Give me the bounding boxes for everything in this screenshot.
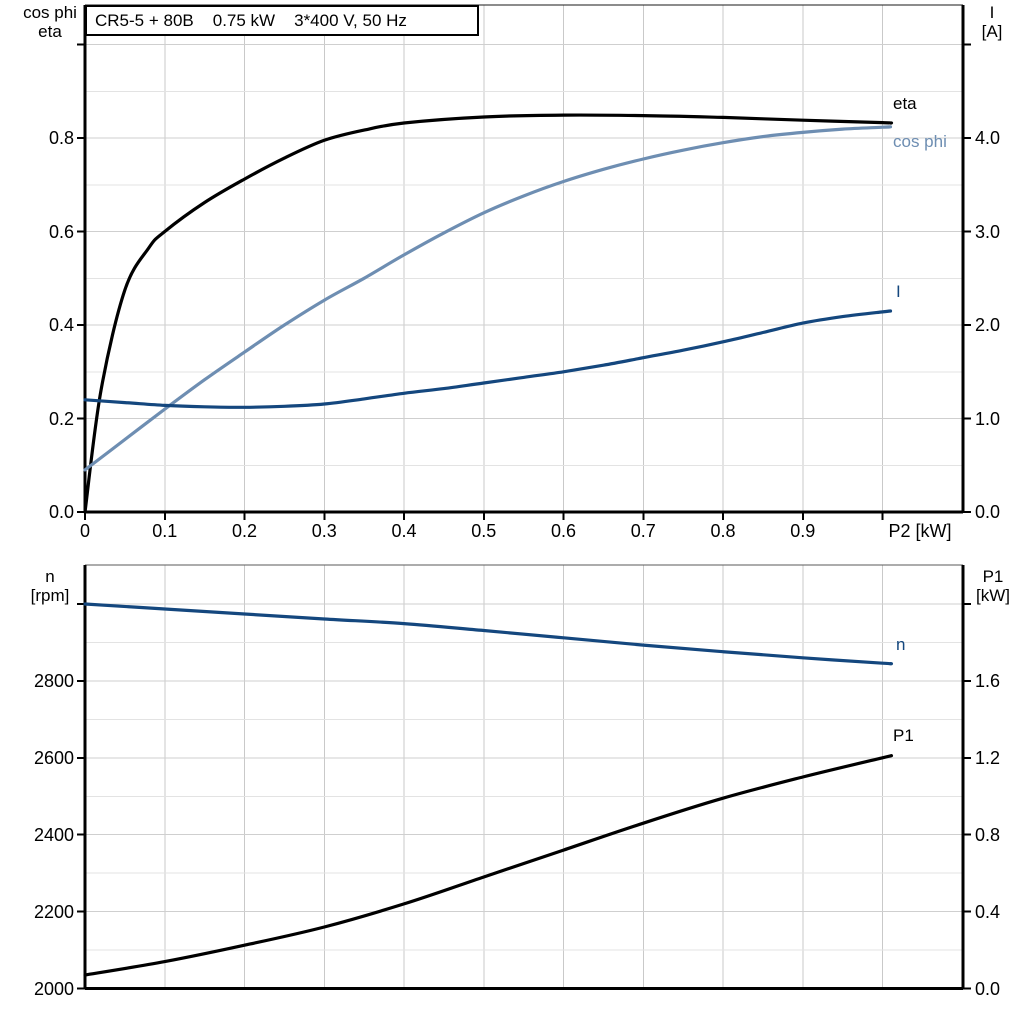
right-axis-tick-label: 0.8 — [975, 824, 1001, 845]
x-axis-tick-label: 0.5 — [471, 521, 497, 541]
curve-cos-phi — [83, 125, 893, 472]
left-axis-tick-label: 0.6 — [48, 221, 74, 242]
axis-title-speed: n — [45, 567, 55, 586]
axis-title-p1-unit: [kW] — [976, 586, 1010, 605]
left-axis-tick-label: 2000 — [33, 978, 74, 999]
x-axis-label: P2 [kW] — [888, 521, 952, 541]
curve-label-p1: P1 — [893, 726, 914, 745]
x-axis-tick-label: 0.9 — [790, 521, 816, 541]
x-axis-tick-label: 0 — [79, 521, 90, 541]
right-axis-tick-label: 1.2 — [975, 747, 1001, 768]
bottom-right-axis-title: P1 [kW] — [964, 567, 1022, 605]
right-axis-tick-label: 3.0 — [975, 221, 1001, 242]
left-axis-tick-label: 2400 — [33, 824, 74, 845]
curve-label-speed: n — [896, 635, 906, 654]
right-axis-tick-label: 2.0 — [975, 315, 1001, 335]
axis-title-current: I — [989, 3, 995, 22]
right-axis-tick-label: 4.0 — [975, 128, 1001, 148]
axis-title-eta: eta — [38, 22, 62, 41]
axis-title-cos-phi: cos phi — [23, 3, 77, 22]
left-axis-tick-label: 0.0 — [48, 502, 74, 522]
curve-n — [83, 602, 894, 666]
x-axis-tick-label: 0.3 — [311, 521, 337, 541]
curve-P1 — [83, 754, 894, 977]
right-axis-tick-label: 1.6 — [975, 670, 1001, 691]
curve-label-current: I — [896, 282, 901, 301]
curve-eta — [83, 113, 894, 514]
axis-title-p1: P1 — [982, 567, 1004, 586]
x-axis-tick-label: 0.7 — [630, 521, 656, 541]
right-axis-tick-label: 1.0 — [975, 408, 1001, 429]
top-right-axis-title: I [A] — [964, 3, 1020, 41]
x-axis-tick-label: 0.2 — [231, 521, 258, 541]
curve-label-cos-phi: cos phi — [893, 132, 947, 151]
axis-title-speed-unit: [rpm] — [30, 586, 70, 605]
axis-title-current-unit: [A] — [981, 22, 1003, 41]
left-axis-tick-label: 0.4 — [48, 315, 74, 335]
top-left-axis-title: cos phi eta — [8, 3, 92, 41]
right-axis-tick-label: 0.0 — [975, 502, 1001, 522]
right-axis-tick-label: 0.0 — [975, 978, 1001, 999]
x-axis-tick-label: 0.4 — [391, 521, 417, 541]
curve-label-eta: eta — [893, 94, 917, 113]
x-axis-tick-label: 0.1 — [152, 521, 178, 541]
left-axis-tick-label: 0.8 — [48, 128, 74, 148]
x-axis-tick-label: 0.6 — [550, 521, 577, 541]
left-axis-tick-label: 2200 — [33, 901, 74, 922]
right-axis-tick-label: 0.4 — [975, 901, 1001, 922]
left-axis-tick-label: 2600 — [33, 747, 74, 768]
supply-voltage: 3*400 V, 50 Hz — [294, 10, 407, 30]
chart-title-box: CR5-5 + 80B 0.75 kW 3*400 V, 50 Hz — [85, 5, 479, 36]
pump-model: CR5-5 + 80B — [95, 10, 194, 30]
left-axis-tick-label: 0.2 — [48, 408, 74, 429]
motor-power: 0.75 kW — [212, 10, 276, 30]
x-axis-tick-label: 0.8 — [710, 521, 736, 541]
left-axis-tick-label: 2800 — [33, 670, 74, 691]
bottom-left-axis-title: n [rpm] — [8, 567, 92, 605]
curve-I — [83, 309, 893, 409]
